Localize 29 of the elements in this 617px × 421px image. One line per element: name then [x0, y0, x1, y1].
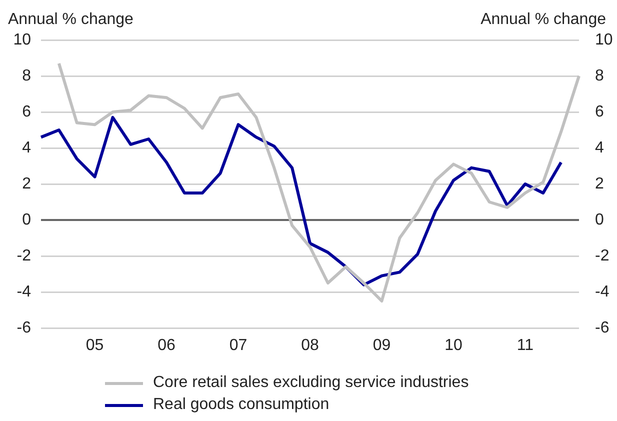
x-tick-label: 11	[516, 337, 534, 354]
y-tick-label: 2	[22, 175, 32, 192]
x-tick-label: 09	[372, 337, 391, 354]
x-tick-label: 07	[229, 337, 248, 354]
y-tick-label: 0	[22, 211, 32, 228]
legend-label: Core retail sales excluding service industries	[153, 374, 469, 392]
y-tick-label: -6	[16, 319, 32, 336]
legend-label: Real goods consumption	[153, 396, 330, 414]
y2-tick-label: 2	[595, 175, 604, 192]
y2-tick-label: -4	[595, 283, 610, 300]
y-axis-title: Annual % change	[8, 11, 134, 28]
x-tick-label: 10	[444, 337, 462, 354]
y-tick-label: 6	[22, 103, 32, 120]
y-tick-label: 8	[22, 67, 32, 84]
y2-tick-label: 4	[595, 139, 604, 156]
y-tick-label: -2	[16, 247, 32, 264]
y2-tick-label: -2	[595, 247, 610, 264]
y2-tick-label: -6	[595, 319, 610, 336]
x-tick-label: 06	[158, 337, 176, 354]
x-tick-label: 08	[301, 337, 319, 354]
y2-tick-label: 0	[595, 211, 604, 228]
y2-tick-label: 8	[595, 67, 604, 84]
y2-axis-title: Annual % change	[480, 11, 606, 28]
y-tick-label: 10	[13, 31, 32, 48]
y2-tick-label: 6	[595, 103, 604, 120]
x-tick-label: 05	[86, 337, 104, 354]
y-tick-label: 4	[22, 139, 32, 156]
y2-tick-label: 10	[595, 31, 613, 48]
y-tick-label: -4	[16, 283, 32, 300]
